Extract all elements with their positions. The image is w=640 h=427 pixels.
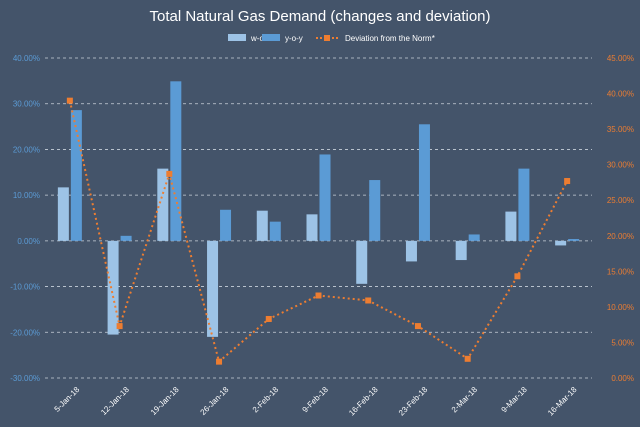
- bar-w-o-w: [207, 240, 219, 337]
- bar-w-o-w: [57, 187, 69, 241]
- legend-label-deviation: Deviation from the Norm*: [345, 34, 435, 43]
- left-tick-label: 30.00%: [13, 100, 40, 109]
- bar-y-o-y: [70, 110, 82, 241]
- bar-w-o-w: [555, 240, 567, 246]
- right-tick-label: 40.00%: [607, 90, 634, 99]
- bar-w-o-w: [157, 168, 169, 241]
- bar-w-o-w: [306, 214, 318, 241]
- bar-y-o-y: [269, 221, 281, 241]
- x-tick-label: 2-Feb-18: [251, 385, 281, 415]
- deviation-point: [166, 170, 173, 177]
- deviation-series-line: [68, 100, 569, 364]
- right-tick-label: 5.00%: [611, 338, 634, 347]
- deviation-line: [66, 97, 571, 365]
- bar-y-o-y: [518, 168, 530, 241]
- bar-w-o-w: [455, 240, 467, 261]
- legend-swatch-y-o-y: [262, 34, 280, 41]
- right-tick-label: 45.00%: [607, 54, 634, 63]
- left-tick-label: -30.00%: [10, 374, 40, 383]
- right-tick-label: 25.00%: [607, 196, 634, 205]
- chart-title: Total Natural Gas Demand (changes and de…: [149, 8, 490, 25]
- x-tick-label: 2-Mar-18: [450, 385, 480, 415]
- deviation-point: [365, 297, 372, 304]
- right-tick-label: 35.00%: [607, 125, 634, 134]
- bar-y-o-y: [468, 234, 480, 241]
- right-tick-label: 15.00%: [607, 267, 634, 276]
- left-tick-label: 10.00%: [13, 191, 40, 200]
- deviation-point: [564, 178, 571, 185]
- x-tick-label: 9-Feb-18: [301, 385, 331, 415]
- bar-y-o-y: [369, 180, 381, 241]
- gridlines: [45, 57, 592, 379]
- bar-y-o-y: [120, 235, 132, 241]
- x-tick-label: 26-Jan-18: [199, 385, 231, 417]
- left-axis-ticks: -30.00% -20.00% -10.00% 0.00% 10.00% 20.00% 30…: [10, 54, 40, 383]
- x-tick-label: 16-Mar-18: [546, 385, 579, 418]
- x-tick-label: 5-Jan-18: [53, 385, 82, 414]
- x-tick-label: 12-Jan-18: [99, 385, 131, 417]
- right-tick-label: 30.00%: [607, 161, 634, 170]
- right-tick-label: 10.00%: [607, 303, 634, 312]
- bar-w-o-w: [256, 210, 268, 241]
- right-tick-label: 0.00%: [611, 374, 634, 383]
- deviation-point: [514, 273, 521, 280]
- left-tick-label: -10.00%: [10, 283, 40, 292]
- deviation-point: [265, 315, 272, 322]
- x-tick-label: 19-Jan-18: [149, 385, 181, 417]
- deviation-point: [216, 358, 223, 365]
- bar-w-o-w: [107, 240, 119, 335]
- deviation-point: [414, 323, 421, 330]
- bars: [57, 81, 580, 337]
- x-axis-labels: 5-Jan-18 12-Jan-18 19-Jan-18 26-Jan-18 2-Feb…: [53, 385, 579, 418]
- legend-marker-deviation: [324, 35, 330, 41]
- bar-y-o-y: [319, 154, 331, 241]
- deviation-point: [464, 355, 471, 362]
- x-tick-label: 16-Feb-18: [347, 385, 380, 418]
- left-tick-label: -20.00%: [10, 328, 40, 337]
- bar-w-o-w: [505, 211, 517, 241]
- bar-y-o-y: [568, 239, 580, 241]
- bar-y-o-y: [418, 124, 430, 241]
- left-tick-label: 0.00%: [17, 237, 40, 246]
- legend: w-o-w y-o-y Deviation from the Norm*: [228, 34, 435, 43]
- right-axis-ticks: 0.00% 5.00% 10.00% 15.00% 20.00% 25.00% 30.00%…: [607, 54, 634, 383]
- left-tick-label: 20.00%: [13, 145, 40, 154]
- bar-y-o-y: [170, 81, 182, 241]
- bar-y-o-y: [220, 209, 232, 241]
- legend-label-w-o-w: w-o-w: [250, 34, 273, 43]
- bar-w-o-w: [405, 240, 417, 262]
- x-tick-label: 23-Feb-18: [397, 385, 430, 418]
- bar-w-o-w: [356, 240, 368, 284]
- right-tick-label: 20.00%: [607, 232, 634, 241]
- deviation-point: [116, 323, 123, 330]
- x-tick-label: 9-Mar-18: [500, 385, 530, 415]
- legend-swatch-w-o-w: [228, 34, 246, 41]
- deviation-point: [66, 97, 73, 104]
- legend-label-y-o-y: y-o-y: [285, 34, 303, 43]
- deviation-point: [315, 292, 322, 299]
- left-tick-label: 40.00%: [13, 54, 40, 63]
